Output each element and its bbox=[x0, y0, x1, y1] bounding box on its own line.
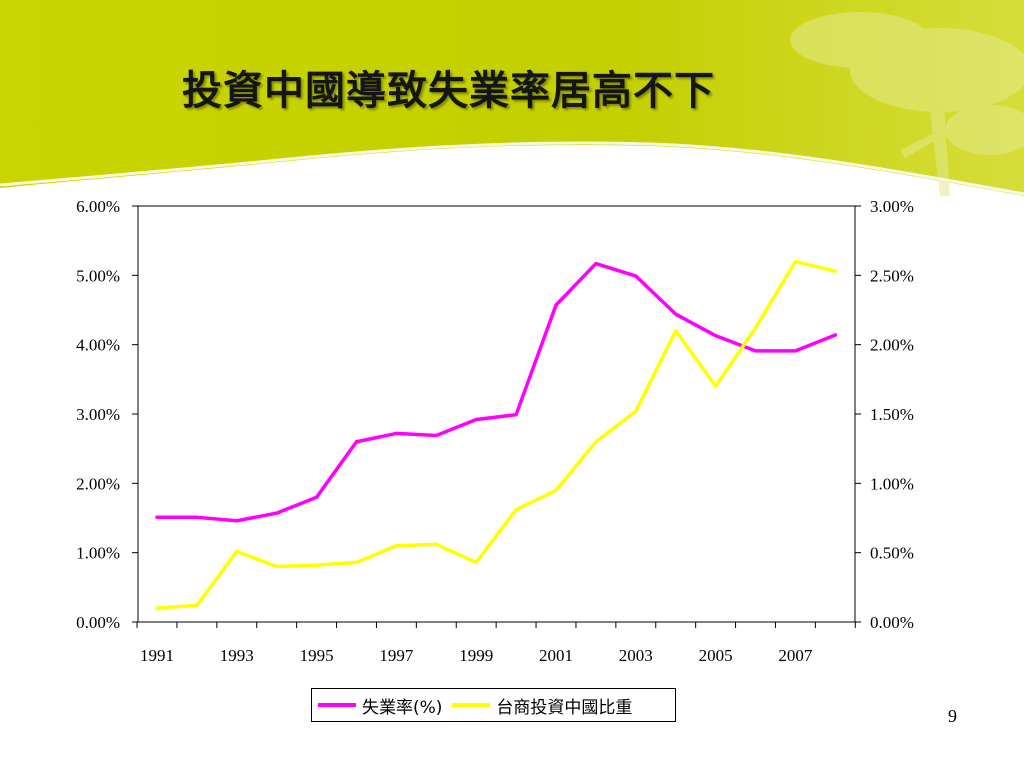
data-point-unemployment bbox=[235, 519, 239, 523]
data-point-unemployment bbox=[793, 349, 798, 353]
y-right-tick-label: 0.50% bbox=[870, 544, 914, 563]
data-point-investment bbox=[354, 560, 359, 564]
plot-area bbox=[137, 205, 856, 623]
legend-item-unemployment: 失業率(%) bbox=[318, 693, 442, 718]
y-right-tick-label: 1.00% bbox=[870, 474, 914, 493]
legend-swatch-unemployment bbox=[318, 703, 356, 707]
data-point-investment bbox=[394, 544, 398, 548]
legend-item-investment: 台商投資中國比重 bbox=[452, 693, 632, 718]
legend-swatch-investment bbox=[452, 703, 491, 707]
data-point-unemployment bbox=[714, 334, 718, 338]
data-point-unemployment bbox=[315, 495, 319, 499]
data-point-investment bbox=[753, 326, 758, 330]
data-point-unemployment bbox=[434, 433, 438, 438]
data-point-investment bbox=[275, 564, 279, 569]
series-line-unemployment bbox=[155, 261, 838, 523]
data-point-unemployment bbox=[514, 413, 518, 417]
data-point-investment bbox=[235, 549, 239, 553]
y-right-tick-label: 2.00% bbox=[870, 336, 914, 355]
y-left-tick-label: 5.00% bbox=[76, 266, 120, 285]
data-point-unemployment bbox=[195, 515, 199, 519]
data-point-investment bbox=[594, 440, 598, 444]
x-tick-label: 2001 bbox=[539, 646, 573, 665]
x-tick-label: 1993 bbox=[220, 646, 254, 665]
header-banner bbox=[0, 0, 1024, 196]
y-right-tick-label: 2.50% bbox=[870, 266, 914, 285]
y-right-tick-label: 3.00% bbox=[870, 197, 914, 216]
data-point-investment bbox=[714, 384, 718, 388]
x-tick-label: 2005 bbox=[699, 646, 733, 665]
legend-label-unemployment: 失業率(%) bbox=[362, 697, 443, 718]
data-point-investment bbox=[674, 329, 678, 333]
data-point-unemployment bbox=[634, 274, 638, 278]
page-number: 9 bbox=[948, 706, 957, 726]
x-tick-label: 2007 bbox=[778, 646, 813, 665]
page-title: 投資中國導致失業率居高不下 bbox=[182, 68, 715, 114]
data-point-unemployment bbox=[354, 440, 359, 444]
data-point-unemployment bbox=[275, 511, 279, 515]
data-point-unemployment bbox=[594, 261, 598, 266]
y-left-tick-label: 6.00% bbox=[76, 197, 120, 216]
data-point-unemployment bbox=[833, 333, 837, 337]
x-tick-label: 1991 bbox=[140, 646, 174, 665]
y-right-tick-label: 0.00% bbox=[870, 613, 914, 632]
data-point-investment bbox=[474, 560, 478, 564]
data-point-investment bbox=[315, 563, 319, 567]
data-point-investment bbox=[554, 488, 558, 492]
x-tick-label: 1997 bbox=[379, 646, 414, 665]
data-point-unemployment bbox=[394, 431, 398, 436]
y-left-tick-label: 1.00% bbox=[76, 544, 120, 563]
data-point-unemployment bbox=[753, 349, 758, 353]
chart-legend: 失業率(%) 台商投資中國比重 bbox=[311, 688, 676, 722]
y-left-tick-label: 4.00% bbox=[76, 336, 120, 355]
data-point-investment bbox=[195, 603, 199, 607]
y-left-tick-label: 0.00% bbox=[76, 613, 120, 632]
x-tick-label: 2003 bbox=[619, 646, 653, 665]
data-point-unemployment bbox=[554, 303, 558, 307]
x-tick-label: 1995 bbox=[300, 646, 334, 665]
y-left-tick-label: 2.00% bbox=[76, 474, 120, 493]
x-tick-label: 1999 bbox=[459, 646, 493, 665]
data-point-investment bbox=[634, 409, 638, 413]
legend-label-investment: 台商投資中國比重 bbox=[496, 697, 633, 718]
data-point-unemployment bbox=[155, 515, 159, 519]
y-left-tick-label: 3.00% bbox=[76, 405, 120, 424]
data-point-investment bbox=[833, 269, 837, 273]
tree-silhouette bbox=[790, 12, 1024, 196]
data-point-unemployment bbox=[674, 312, 678, 316]
data-point-investment bbox=[514, 508, 518, 512]
series-line-investment bbox=[155, 259, 838, 610]
data-point-investment bbox=[155, 606, 159, 610]
y-right-tick-label: 1.50% bbox=[870, 405, 914, 424]
data-point-investment bbox=[793, 259, 798, 264]
data-point-unemployment bbox=[474, 417, 478, 422]
data-point-investment bbox=[434, 542, 438, 546]
